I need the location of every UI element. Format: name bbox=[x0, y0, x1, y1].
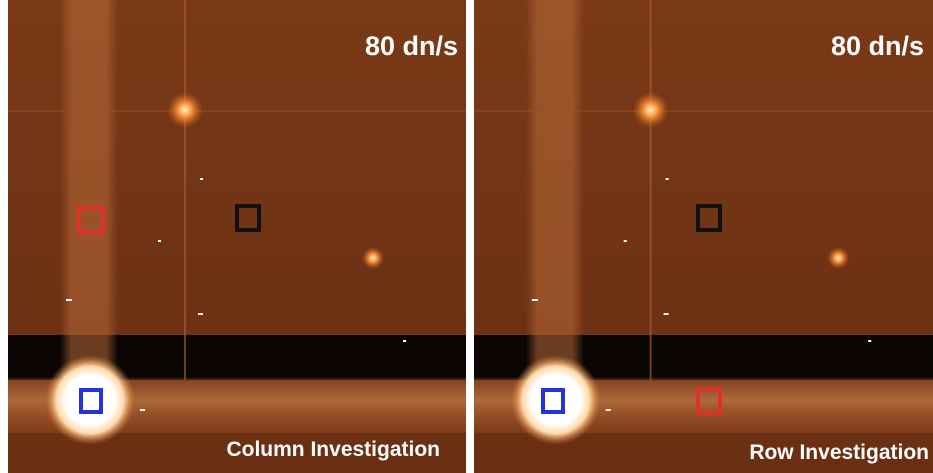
divider bbox=[466, 0, 469, 473]
rate-label: 80 dn/s bbox=[831, 31, 924, 61]
panel-row: 80 dn/s Row Investigation bbox=[474, 0, 933, 473]
figure: 80 dn/s Column Investigation 80 dn/s Row… bbox=[0, 0, 933, 473]
caption: Column Investigation bbox=[226, 438, 440, 461]
rate-label: 80 dn/s bbox=[365, 31, 458, 61]
image bbox=[8, 0, 468, 473]
caption: Row Investigation bbox=[749, 441, 929, 464]
panel-column: 80 dn/s Column Investigation bbox=[8, 0, 468, 473]
